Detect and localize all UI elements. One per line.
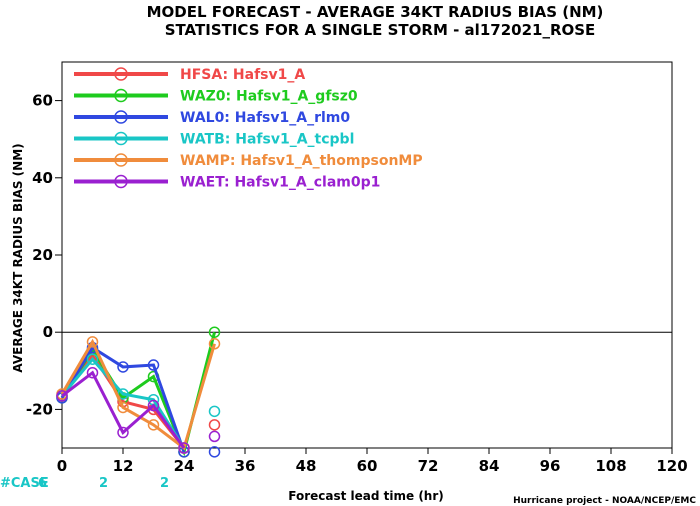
- y-tick-label: 60: [32, 92, 53, 110]
- data-point: [208, 338, 221, 350]
- legend-entry: WAZ0: Hafsv1_A_gfsz0: [74, 89, 358, 105]
- series-line: [60, 352, 186, 449]
- data-point: [86, 336, 99, 348]
- x-tick-label: 108: [595, 457, 626, 475]
- legend-marker: [114, 67, 128, 81]
- x-axis-label: Forecast lead time (hr): [288, 489, 444, 503]
- legend-label: WAL0: Hafsv1_A_rlm0: [180, 110, 350, 126]
- legend-marker: [114, 174, 128, 189]
- series-6: [56, 366, 221, 454]
- series-line: [60, 356, 186, 449]
- data-point: [208, 326, 221, 338]
- legend-marker: [114, 88, 128, 103]
- x-tick-label: 0: [57, 457, 67, 475]
- series-line: [60, 338, 216, 451]
- chart-subtitle: STATISTICS FOR A SINGLE STORM - al172021…: [165, 21, 596, 39]
- legend-label: WAMP: Hafsv1_A_thompsonMP: [180, 153, 423, 169]
- data-point: [117, 361, 129, 373]
- case-count: 6: [38, 476, 47, 491]
- legend-marker: [114, 153, 128, 167]
- data-point: [208, 405, 221, 418]
- y-tick-label: 20: [32, 246, 53, 264]
- legend-marker: [114, 131, 128, 146]
- y-tick-label: 0: [43, 323, 53, 341]
- data-point: [208, 446, 221, 458]
- data-point: [147, 399, 160, 412]
- legend-entry: HFSA: Hafsv1_A: [74, 67, 305, 83]
- legend-entry: WAMP: Hafsv1_A_thompsonMP: [74, 153, 423, 169]
- case-label: #CASE: [0, 476, 49, 491]
- series-2: [56, 326, 221, 458]
- series-5: [56, 336, 221, 454]
- legend-marker: [114, 110, 128, 124]
- case-count: 2: [99, 476, 108, 491]
- data-point: [86, 366, 99, 379]
- data-point: [208, 430, 221, 443]
- data-point: [117, 401, 129, 414]
- x-axis-ticks: 0 12 24 36 48 60 72 84 96 108 120: [57, 448, 688, 475]
- x-tick-label: 84: [479, 457, 500, 475]
- y-axis-label: AVERAGE 34KT RADIUS BIAS (NM): [11, 143, 25, 372]
- y-axis-ticks: -20 0 20 40 60: [26, 92, 62, 418]
- series-layer: [56, 326, 221, 458]
- x-tick-label: 24: [174, 457, 195, 475]
- data-point: [56, 390, 68, 402]
- legend-label: WATB: Hafsv1_A_tcpbl: [180, 132, 354, 148]
- legend-label: WAET: Hafsv1_A_clam0p1: [180, 175, 380, 191]
- x-tick-label: 96: [540, 457, 561, 475]
- legend-label: WAZ0: Hafsv1_A_gfsz0: [180, 89, 358, 105]
- chart-title: MODEL FORECAST - AVERAGE 34KT RADIUS BIA…: [147, 3, 604, 21]
- data-point: [208, 419, 221, 431]
- data-point: [147, 419, 160, 431]
- legend-entry: WAL0: Hafsv1_A_rlm0: [74, 110, 350, 126]
- case-counts: 6 2 2: [38, 476, 169, 491]
- data-point: [178, 442, 190, 454]
- y-tick-label: -20: [26, 400, 53, 418]
- x-tick-label: 36: [235, 457, 256, 475]
- x-tick-label: 12: [113, 457, 134, 475]
- y-tick-label: 40: [32, 169, 53, 187]
- series-line: [60, 331, 216, 457]
- series-line: [61, 370, 186, 449]
- series-line: [60, 345, 186, 453]
- legend: HFSA: Hafsv1_A WAZ0: Hafsv1_A_gfsz0 WAL0: …: [74, 67, 423, 191]
- data-point: [117, 426, 129, 439]
- legend-entry: WATB: Hafsv1_A_tcpbl: [74, 132, 354, 148]
- legend-label: HFSA: Hafsv1_A: [180, 67, 305, 83]
- data-point: [147, 359, 160, 371]
- credit-text: Hurricane project - NOAA/NCEP/EMC: [513, 496, 696, 506]
- plot-frame: [61, 61, 673, 449]
- case-count: 2: [160, 476, 169, 491]
- x-tick-label: 72: [418, 457, 439, 475]
- x-tick-label: 48: [296, 457, 317, 475]
- x-tick-label: 60: [357, 457, 378, 475]
- legend-entry: WAET: Hafsv1_A_clam0p1: [74, 175, 380, 191]
- data-point: [86, 353, 99, 365]
- x-tick-label: 120: [656, 457, 687, 475]
